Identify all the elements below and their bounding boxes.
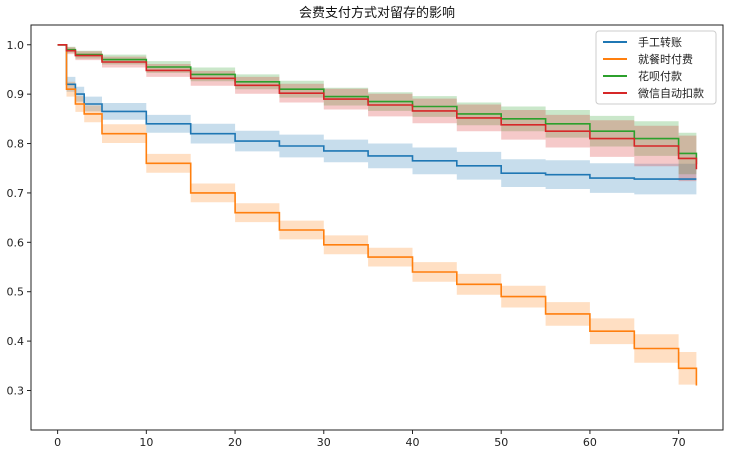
series-1-line [57, 44, 698, 386]
x-tick-label: 10 [139, 436, 153, 449]
y-tick-label: 0.5 [7, 286, 25, 299]
y-tick-label: 0.8 [7, 138, 25, 151]
x-tick-label: 20 [228, 436, 242, 449]
series-0-confidence-band [57, 44, 697, 196]
y-tick-label: 0.3 [7, 384, 25, 397]
x-tick-label: 60 [583, 436, 597, 449]
x-tick-label: 40 [405, 436, 419, 449]
y-tick-label: 0.7 [7, 187, 25, 200]
series-3-confidence-band [57, 44, 697, 196]
series-3-line [57, 44, 698, 170]
survival-lines [57, 44, 698, 386]
confidence-bands [57, 44, 697, 411]
x-tick-label: 50 [494, 436, 508, 449]
x-axis: 0 10 20 30 40 50 60 70 [54, 430, 686, 449]
legend-label-1: 就餐时付费 [638, 52, 693, 66]
legend-box [595, 30, 717, 105]
series-2-confidence-band [57, 44, 697, 188]
series-0-line [57, 44, 697, 180]
y-axis: 0.3 0.4 0.5 0.6 0.7 0.8 0.9 1.0 [7, 39, 31, 397]
chart-title: 会费支付方式对留存的影响 [299, 5, 455, 21]
y-tick-label: 1.0 [7, 39, 25, 52]
legend-label-3: 微信自动扣款 [638, 86, 704, 100]
x-tick-label: 30 [317, 436, 331, 449]
x-tick-label: 0 [54, 436, 61, 449]
legend-label-0: 手工转账 [638, 35, 682, 49]
y-tick-label: 0.6 [7, 236, 25, 249]
y-tick-label: 0.9 [7, 88, 25, 101]
x-tick-label: 70 [672, 436, 686, 449]
plot-frame [30, 24, 724, 431]
legend-label-2: 花呗付款 [638, 69, 682, 83]
y-tick-label: 0.4 [7, 335, 25, 348]
